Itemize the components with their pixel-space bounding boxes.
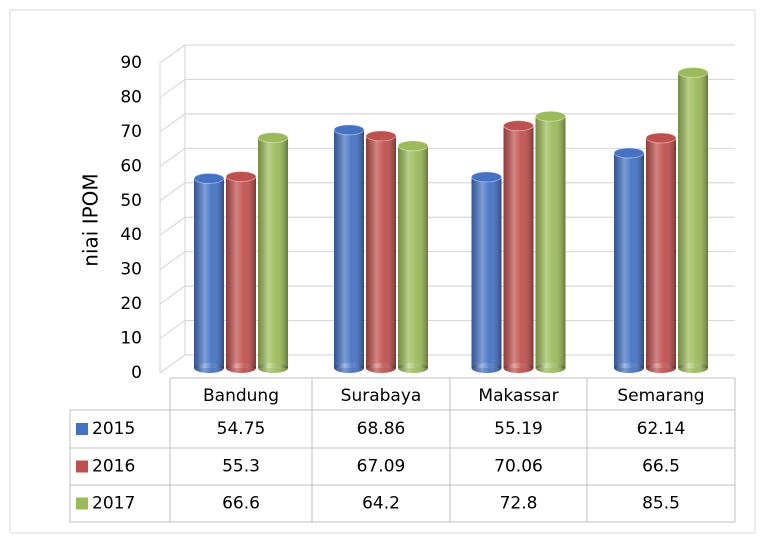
table-value: 54.75 (217, 419, 266, 439)
bar-shade (646, 137, 676, 368)
x-tick-label: Surabaya (341, 386, 422, 406)
bar-shade (398, 145, 428, 368)
table-value: 64.2 (362, 494, 400, 514)
y-tick-label: 60 (120, 156, 142, 176)
bar-top (677, 67, 709, 78)
bar-base-shade (334, 363, 364, 373)
y-tick-label: 0 (131, 363, 142, 383)
bar-top (613, 147, 645, 159)
legend-swatch (76, 497, 88, 510)
y-tick-label: 70 (120, 122, 142, 142)
bar-top (225, 171, 257, 183)
bar-shade (366, 135, 396, 368)
legend-label: 2017 (92, 494, 135, 514)
table-value: 55.3 (222, 457, 260, 477)
y-axis-label: niai IPOM (79, 173, 103, 266)
bar-top (503, 120, 534, 132)
bar-base-shade (258, 363, 288, 373)
bar-base-shade (503, 363, 534, 373)
bars (193, 67, 709, 373)
y-tick-label: 50 (120, 191, 142, 211)
bar-shade (226, 176, 256, 368)
table-value: 70.06 (494, 457, 543, 477)
bar-shade (678, 72, 708, 368)
y-tick-label: 30 (120, 260, 142, 280)
table-value: 55.19 (494, 419, 543, 439)
table-value: 85.5 (642, 494, 680, 514)
bar-base-shade (646, 363, 676, 373)
bar-shade (258, 137, 288, 368)
bar-base-shade (614, 363, 644, 373)
bar-base-shade (398, 363, 428, 373)
table-value: 67.09 (357, 457, 406, 477)
legend-label: 2016 (92, 457, 135, 477)
bar-top (397, 140, 429, 152)
bar-base-shade (226, 363, 256, 373)
bar-base-shade (194, 363, 224, 373)
data-table: Bandung Surabaya Makassar Semarang 2015 54.75… (69, 377, 736, 523)
bar-shade (194, 178, 224, 368)
legend-swatch (76, 460, 88, 473)
bar-shade (614, 152, 644, 368)
bar-base-shade (366, 363, 396, 373)
bar-shade (503, 125, 534, 368)
table-value: 62.14 (637, 419, 686, 439)
bar-shade (471, 176, 502, 368)
y-tick-label: 10 (120, 329, 142, 349)
bar-top (193, 172, 225, 184)
table-value: 68.86 (357, 419, 406, 439)
x-tick-label: Makassar (478, 386, 558, 406)
y-tick-label: 80 (120, 87, 142, 107)
legend-label: 2015 (92, 419, 135, 439)
legend-swatch (76, 423, 88, 435)
y-tick-label: 40 (120, 225, 142, 245)
bar-base-shade (678, 363, 708, 373)
bar-top (365, 130, 397, 142)
x-tick-label: Semarang (617, 386, 704, 406)
bar-top (471, 171, 502, 183)
bar-shade (334, 129, 364, 368)
y-tick-label: 90 (120, 53, 142, 73)
bar-shade (535, 116, 566, 368)
table-value: 72.8 (500, 494, 538, 514)
bar-top (257, 132, 289, 144)
bar-top (333, 124, 365, 136)
bar-base-shade (471, 363, 502, 373)
x-tick-label: Bandung (203, 386, 279, 406)
table-value: 66.6 (222, 494, 260, 514)
bar-base-shade (535, 363, 566, 373)
bar-top (645, 132, 677, 144)
y-tick-label: 20 (120, 294, 142, 314)
bar-top (535, 110, 566, 122)
table-value: 66.5 (642, 457, 680, 477)
